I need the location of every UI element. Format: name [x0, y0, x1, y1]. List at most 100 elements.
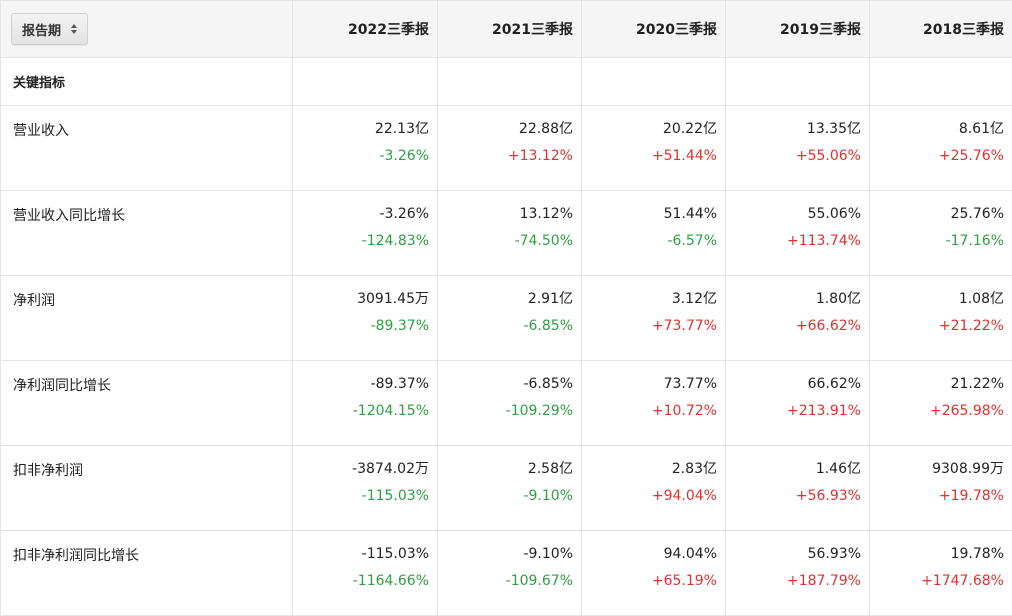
value-cell: 22.13亿-3.26%: [293, 106, 438, 191]
metric-value: -9.10%: [438, 545, 573, 563]
value-cell: 73.77% +10.72%: [582, 361, 726, 446]
row-label: 净利润同比增长: [1, 361, 293, 446]
value-cell: 22.88亿 +13.12%: [438, 106, 582, 191]
value-cell: 2.83亿+94.04%: [582, 446, 726, 531]
yoy-change: -1204.15%: [293, 402, 429, 420]
table-row[interactable]: 扣非净利润同比增长-115.03% -1164.66% -9.10% -109.67%…: [1, 531, 1012, 616]
yoy-change: +10.72%: [582, 402, 717, 420]
metric-value: 2.83亿: [582, 460, 717, 478]
metric-value: 55.06%: [726, 205, 861, 223]
yoy-change: +51.44%: [582, 147, 717, 165]
metric-value: 13.12%: [438, 205, 573, 223]
value-cell: -89.37% -1204.15%: [293, 361, 438, 446]
metric-value: 3.12亿: [582, 290, 717, 308]
metric-value: 66.62%: [726, 375, 861, 393]
value-cell: 19.78%+1747.68%: [870, 531, 1012, 616]
value-cell: 51.44% -6.57%: [582, 191, 726, 276]
value-cell: 1.80亿+66.62%: [726, 276, 870, 361]
value-cell: -9.10% -109.67%: [438, 531, 582, 616]
metric-value: 1.46亿: [726, 460, 861, 478]
metric-value: 51.44%: [582, 205, 717, 223]
value-cell: 94.04% +65.19%: [582, 531, 726, 616]
yoy-change: -1164.66%: [293, 572, 429, 590]
period-select-button[interactable]: 报告期: [11, 13, 88, 45]
yoy-change: +1747.68%: [870, 572, 1004, 590]
metric-value: -3874.02万: [293, 460, 429, 478]
column-header-period[interactable]: 2020三季报: [582, 1, 726, 58]
header-row: 报告期 2022三季报 2021三季报 2020三季报 2019三季报 2018…: [1, 1, 1012, 58]
value-cell: 56.93% +187.79%: [726, 531, 870, 616]
row-label: 扣非净利润: [1, 446, 293, 531]
metric-value: 22.88亿: [438, 120, 573, 138]
yoy-change: +187.79%: [726, 572, 861, 590]
column-header-period[interactable]: 2022三季报: [293, 1, 438, 58]
metric-value: 1.80亿: [726, 290, 861, 308]
section-title: 关键指标: [1, 58, 293, 106]
metric-value: 1.08亿: [870, 290, 1004, 308]
yoy-change: -9.10%: [438, 487, 573, 505]
table-row[interactable]: 净利润同比增长-89.37% -1204.15% -6.85% -109.29% 73.…: [1, 361, 1012, 446]
column-header-period[interactable]: 2019三季报: [726, 1, 870, 58]
yoy-change: +55.06%: [726, 147, 861, 165]
metric-value: 25.76%: [870, 205, 1004, 223]
metric-value: -89.37%: [293, 375, 429, 393]
row-label: 扣非净利润同比增长: [1, 531, 293, 616]
yoy-change: +213.91%: [726, 402, 861, 420]
yoy-change: -89.37%: [293, 317, 429, 335]
yoy-change: -109.29%: [438, 402, 573, 420]
yoy-change: +13.12%: [438, 147, 573, 165]
metric-value: 94.04%: [582, 545, 717, 563]
value-cell: -6.85% -109.29%: [438, 361, 582, 446]
table-row[interactable]: 扣非净利润-3874.02万 -115.03% 2.58亿-9.10%2.83亿+9…: [1, 446, 1012, 531]
metric-value: 8.61亿: [870, 120, 1004, 138]
value-cell: -115.03% -1164.66%: [293, 531, 438, 616]
metric-value: 21.22%: [870, 375, 1004, 393]
yoy-change: -6.85%: [438, 317, 573, 335]
yoy-change: +265.98%: [870, 402, 1004, 420]
yoy-change: +21.22%: [870, 317, 1004, 335]
yoy-change: -6.57%: [582, 232, 717, 250]
yoy-change: +65.19%: [582, 572, 717, 590]
column-header-period[interactable]: 2021三季报: [438, 1, 582, 58]
yoy-change: -3.26%: [293, 147, 429, 165]
yoy-change: +19.78%: [870, 487, 1004, 505]
yoy-change: -74.50%: [438, 232, 573, 250]
empty-cell: [438, 58, 582, 106]
value-cell: 13.35亿 +55.06%: [726, 106, 870, 191]
period-select-label: 报告期: [22, 20, 61, 39]
column-header-period[interactable]: 2018三季报: [870, 1, 1012, 58]
value-cell: -3.26%-124.83%: [293, 191, 438, 276]
empty-cell: [726, 58, 870, 106]
yoy-change: -115.03%: [293, 487, 429, 505]
value-cell: 8.61亿 +25.76%: [870, 106, 1012, 191]
value-cell: 20.22亿+51.44%: [582, 106, 726, 191]
metric-value: 56.93%: [726, 545, 861, 563]
row-label: 营业收入同比增长: [1, 191, 293, 276]
row-label: 营业收入: [1, 106, 293, 191]
value-cell: 1.46亿 +56.93%: [726, 446, 870, 531]
metric-value: 2.91亿: [438, 290, 573, 308]
empty-cell: [870, 58, 1012, 106]
value-cell: 21.22% +265.98%: [870, 361, 1012, 446]
metric-value: 73.77%: [582, 375, 717, 393]
metric-value: -115.03%: [293, 545, 429, 563]
yoy-change: +25.76%: [870, 147, 1004, 165]
metric-value: 3091.45万: [293, 290, 429, 308]
metric-value: -6.85%: [438, 375, 573, 393]
metric-value: -3.26%: [293, 205, 429, 223]
period-header-cell: 报告期: [1, 1, 293, 58]
yoy-change: +113.74%: [726, 232, 861, 250]
value-cell: 2.58亿-9.10%: [438, 446, 582, 531]
yoy-change: -109.67%: [438, 572, 573, 590]
table-row[interactable]: 营业收入同比增长-3.26%-124.83%13.12% -74.50% 51.44…: [1, 191, 1012, 276]
yoy-change: +56.93%: [726, 487, 861, 505]
section-row: 关键指标: [1, 58, 1012, 106]
row-label: 净利润: [1, 276, 293, 361]
metric-value: 13.35亿: [726, 120, 861, 138]
value-cell: 3091.45万 -89.37%: [293, 276, 438, 361]
value-cell: 3.12亿+73.77%: [582, 276, 726, 361]
